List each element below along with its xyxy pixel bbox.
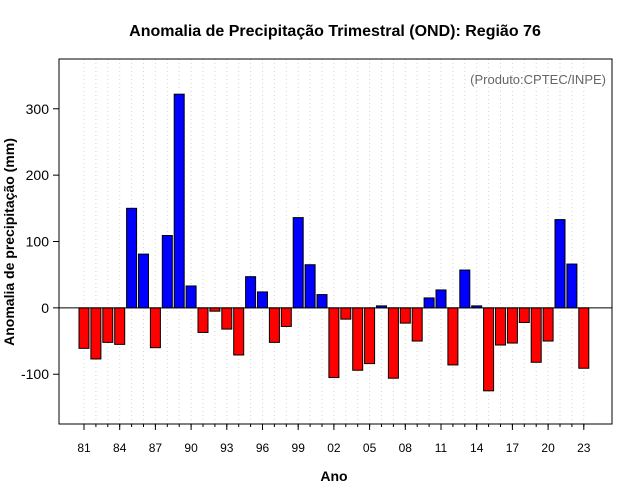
bar-95 [245, 276, 257, 309]
bar-12 [447, 307, 459, 366]
y-tick-label: 200 [26, 167, 50, 183]
x-tick-label: 84 [113, 441, 127, 455]
bar-84 [114, 307, 126, 345]
bar-22 [566, 263, 578, 309]
grid-lines [83, 59, 585, 424]
y-tick-label: -100 [21, 366, 49, 382]
x-tick-label: 93 [220, 441, 234, 455]
bar-05 [364, 307, 376, 365]
bar-97 [268, 307, 280, 343]
bar-93 [221, 307, 233, 330]
bar-89 [173, 93, 185, 309]
x-tick-label: 08 [399, 441, 413, 455]
y-tick-label: 0 [41, 300, 49, 316]
x-tick-label: 20 [541, 441, 555, 455]
x-tick-label: 81 [77, 441, 91, 455]
x-axis-label: Ano [320, 468, 347, 484]
bar-83 [102, 307, 114, 343]
bar-81 [78, 307, 90, 349]
x-tick-label: 23 [577, 441, 591, 455]
bar-04 [352, 307, 364, 371]
bar-90 [185, 285, 197, 309]
bar-88 [161, 235, 173, 309]
bar-17 [506, 307, 518, 344]
x-tick-label: 90 [184, 441, 198, 455]
bar-11 [435, 289, 447, 309]
x-tick-label: 11 [435, 441, 448, 455]
x-tick-label: 99 [292, 441, 306, 455]
bar-85 [126, 207, 138, 309]
bar-23 [578, 307, 590, 369]
bar-07 [387, 307, 399, 379]
x-tick-label: 17 [506, 441, 520, 455]
bar-03 [340, 307, 352, 320]
y-axis: -100 0 100 200 300 [21, 101, 59, 382]
bar-09 [411, 307, 423, 342]
bar-16 [495, 307, 506, 346]
bar-01 [316, 294, 328, 309]
y-tick-label: 300 [26, 101, 50, 117]
bar-99 [292, 217, 304, 309]
x-tick-label: 14 [470, 441, 484, 455]
y-axis-label: Anomalia de precipitação (mm) [1, 138, 17, 346]
bar-20 [542, 307, 554, 342]
x-tick-label: 96 [256, 441, 270, 455]
bar-18 [518, 307, 530, 323]
bar-02 [328, 307, 340, 379]
bar-91 [197, 307, 209, 333]
bar-82 [90, 307, 102, 360]
x-tick-label: 05 [363, 441, 377, 455]
bar-00 [304, 264, 316, 309]
bars [78, 93, 590, 392]
bar-08 [399, 307, 411, 324]
bar-15 [483, 307, 495, 392]
bar-10 [423, 297, 435, 309]
bar-94 [233, 307, 245, 356]
bar-96 [257, 291, 268, 309]
bar-19 [530, 307, 542, 363]
bar-86 [138, 253, 149, 309]
bar-13 [459, 269, 471, 309]
x-tick-label: 87 [149, 441, 163, 455]
x-tick-label: 02 [327, 441, 341, 455]
chart-title: Anomalia de Precipitação Trimestral (OND… [129, 23, 541, 40]
bar-87 [149, 307, 161, 349]
credit-text: (Produto:CPTEC/INPE) [470, 72, 606, 87]
x-axis: 81 84 87 90 93 96 99 02 05 08 11 14 17 20 23 [77, 424, 591, 455]
bar-21 [554, 219, 566, 309]
bar-98 [280, 307, 292, 327]
y-tick-label: 100 [26, 234, 50, 250]
